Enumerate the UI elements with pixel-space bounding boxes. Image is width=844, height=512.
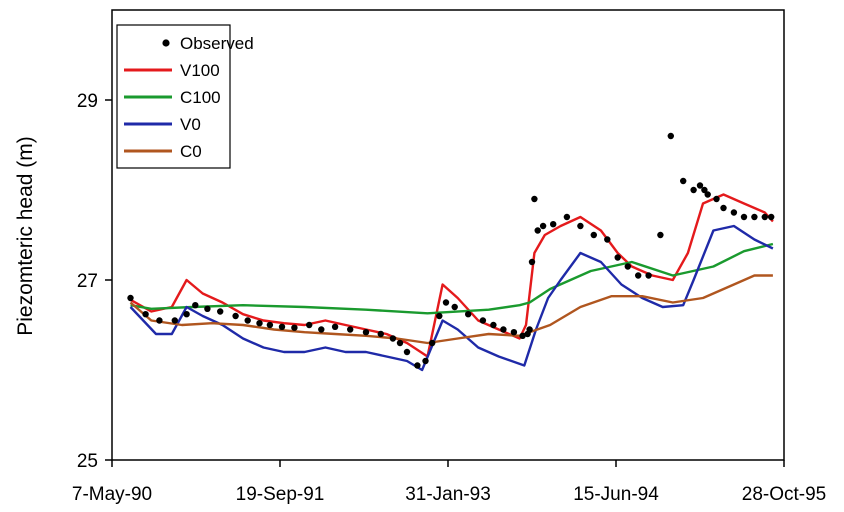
legend-entry-c100: C100: [124, 88, 221, 107]
data-point: [362, 329, 370, 336]
data-point: [519, 332, 526, 339]
data-point: [768, 213, 775, 221]
y-tick-label: 25: [77, 451, 98, 472]
data-point: [403, 348, 411, 356]
legend-swatch: [162, 39, 170, 47]
data-point: [534, 227, 541, 234]
data-point: [510, 329, 518, 336]
data-point: [442, 299, 450, 306]
data-point: [500, 326, 507, 333]
data-point: [389, 335, 397, 342]
data-point: [436, 312, 443, 320]
data-point: [183, 311, 190, 318]
x-tick-label: 19-Sep-91: [236, 484, 325, 505]
legend-entry-observed: Observed: [162, 34, 254, 53]
data-point: [614, 254, 621, 261]
data-point: [490, 321, 497, 329]
x-tick-label: 28-Oct-95: [742, 484, 826, 505]
data-point: [635, 272, 642, 279]
data-point: [396, 339, 404, 347]
y-axis-title: Piezomteric head (m): [14, 136, 37, 336]
legend-entry-v100: V100: [124, 61, 220, 80]
data-point: [701, 186, 708, 194]
data-point: [740, 213, 748, 221]
series-line-c100: [130, 242, 774, 315]
legend: Observed V100 C100 V0 C0: [116, 24, 254, 169]
series-line-c0: [129, 274, 773, 345]
data-point: [142, 311, 149, 318]
data-point: [539, 222, 547, 230]
data-point: [720, 204, 727, 212]
data-point: [624, 263, 631, 270]
x-tick-label: 15-Jun-94: [573, 484, 659, 505]
data-point: [422, 357, 429, 365]
data-point: [306, 321, 313, 329]
data-point: [761, 213, 768, 221]
data-point: [531, 195, 538, 203]
data-point: [704, 191, 711, 198]
y-tick-label: 29: [77, 91, 98, 112]
data-point: [680, 177, 687, 185]
data-point: [278, 323, 286, 330]
data-point: [127, 294, 134, 302]
data-point: [563, 213, 571, 221]
series-line-v0: [129, 224, 774, 372]
x-axis: 7-May-90 19-Sep-91 31-Jan-93 15-Jun-94 28-Oc…: [72, 460, 826, 505]
data-point: [232, 312, 239, 320]
data-point: [331, 323, 339, 330]
data-point: [291, 324, 298, 331]
y-tick-label: 27: [77, 271, 98, 292]
data-point: [526, 326, 533, 333]
data-point: [713, 195, 720, 203]
data-point: [645, 272, 652, 279]
data-point: [217, 308, 224, 315]
data-point: [414, 362, 421, 369]
legend-label: C0: [180, 142, 202, 161]
legend-label: V100: [180, 61, 220, 80]
data-point: [347, 326, 354, 333]
data-point: [465, 311, 472, 318]
y-axis: 25 27 29: [77, 91, 112, 472]
x-tick-label: 7-May-90: [72, 484, 152, 505]
data-point: [730, 209, 738, 216]
legend-entry-v0: V0: [124, 115, 201, 134]
data-point: [429, 339, 436, 347]
data-point: [256, 320, 263, 327]
data-point: [171, 317, 178, 324]
series-line-v100: [129, 193, 774, 358]
data-point: [318, 326, 325, 333]
data-point: [667, 132, 674, 140]
data-point: [204, 305, 211, 312]
data-point: [192, 302, 199, 309]
data-point: [657, 231, 664, 239]
series-points-observed: [127, 132, 775, 369]
data-point: [590, 231, 597, 239]
data-point: [696, 182, 704, 189]
series-layer: [127, 132, 775, 372]
data-point: [451, 303, 458, 311]
legend-label: V0: [180, 115, 201, 134]
data-point: [604, 236, 611, 243]
legend-label: Observed: [180, 34, 254, 53]
data-point: [479, 317, 487, 324]
data-point: [690, 186, 697, 194]
data-point: [156, 317, 163, 324]
data-point: [244, 317, 251, 324]
data-point: [751, 213, 758, 221]
legend-label: C100: [180, 88, 221, 107]
x-tick-label: 31-Jan-93: [405, 484, 491, 505]
legend-entry-c0: C0: [124, 142, 202, 161]
data-point: [266, 321, 274, 329]
data-point: [377, 330, 384, 338]
data-point: [577, 222, 584, 230]
data-point: [528, 258, 536, 266]
data-point: [550, 221, 557, 228]
